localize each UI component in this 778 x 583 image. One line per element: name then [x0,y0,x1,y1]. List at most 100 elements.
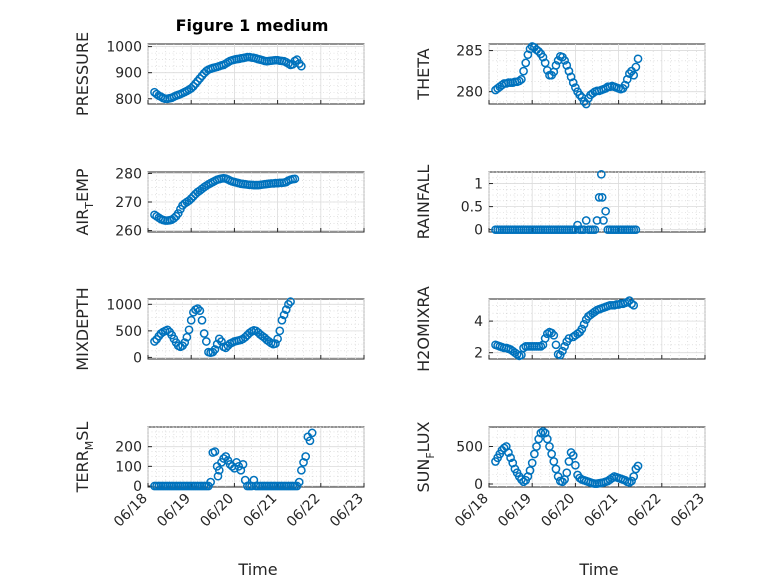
data-point [575,90,585,100]
data-point [275,326,285,336]
y-axis-label-subscript: F [424,452,437,458]
data-point [150,337,159,346]
data-point [594,193,604,202]
y-tick-label: 0 [133,479,142,495]
y-axis-label: RAINFALL [414,165,433,240]
y-axis-label-rest: SL [73,422,92,441]
y-axis-label: PRESSURE [73,32,92,116]
data-point [525,466,535,475]
y-tick-label: 1000 [106,297,142,313]
y-tick-label: 0 [133,350,142,366]
data-point [540,58,550,68]
data-point [625,69,634,78]
data-point [538,427,548,436]
data-point [627,476,636,486]
data-point [156,329,166,338]
data-point [571,83,580,92]
data-point [627,299,636,309]
data-point [201,337,211,346]
data-point [297,61,306,71]
y-axis-label: THETA [414,48,433,100]
data-point [206,477,215,487]
x-tick-label: 06/19 [154,491,194,531]
data-point [186,194,196,203]
grid-lines [488,44,706,104]
data-point [199,329,209,338]
data-point [219,454,228,463]
y-tick-label: 0.5 [461,200,483,216]
y-axis-label-main: RAINFALL [414,165,433,240]
y-axis-label-main: MIXDEPTH [73,287,92,370]
data-point [195,306,205,316]
data-point [186,83,196,93]
data-point [534,47,544,56]
data-point [519,477,528,487]
data-point [169,213,179,223]
data-point [527,458,537,468]
data-point [633,461,643,471]
data-series [150,297,295,357]
data-point [629,300,639,310]
data-point [512,349,522,359]
data-point [581,216,591,225]
y-tick-label: 0 [474,477,483,493]
data-point [625,478,634,487]
data-point [213,471,223,481]
data-point [217,337,226,346]
subplot-6: 2 4 H2OMIXRA [414,286,706,372]
data-point [597,193,607,202]
x-tick-label: 06/23 [668,491,708,531]
y-tick-label: 800 [115,92,142,108]
y-axis-label-main: THETA [414,48,433,100]
x-tick-label: 06/20 [538,491,578,531]
data-point [540,334,550,343]
data-point [277,315,287,325]
y-tick-label: 500 [115,324,142,340]
data-point [562,468,572,478]
data-point [536,342,546,351]
data-point [542,434,552,444]
grid-lines [488,171,706,232]
data-point [532,442,541,451]
data-point [184,325,194,335]
data-point [629,472,639,481]
y-tick-label: 285 [456,44,483,60]
data-point [197,315,207,325]
data-point [186,315,196,325]
data-point [281,305,291,314]
y-axis-label: AIRTEMP [73,168,96,235]
y-tick-label: 280 [456,85,483,101]
x-tick-label: 06/21 [241,491,281,531]
data-point [214,465,224,475]
data-point [530,449,539,459]
subplot-4: 0 0.5 1 RAINFALL [414,165,706,240]
y-tick-label: 4 [474,314,483,330]
data-series [150,52,306,104]
data-point [519,66,528,76]
grid-lines [147,426,365,487]
data-point [568,78,578,87]
x-tick-label: 06/22 [284,491,324,531]
data-point [290,174,300,184]
data-point [549,330,559,340]
subplot-7: 0 100 200 06/18 06/19 06/20 06/21 06/22 06/23 TER… [73,422,367,579]
data-point [629,70,639,80]
data-point [547,449,556,459]
y-axis-label-main: PRESSURE [73,32,92,116]
axes-frame [488,171,706,233]
y-tick-label: 260 [115,224,142,240]
data-point [549,457,559,466]
y-axis-label-rest: LUX [414,421,433,452]
data-point [564,457,574,466]
data-series [491,427,643,488]
y-axis-label-subscript: M [83,441,96,451]
x-axis-label: Time [237,560,277,579]
data-series [150,428,317,491]
data-point [273,334,282,344]
data-point [305,436,315,446]
y-tick-label: 0 [474,223,483,239]
data-point [307,428,317,438]
y-tick-label: 900 [115,66,142,82]
x-tick-label: 06/18 [111,491,151,531]
